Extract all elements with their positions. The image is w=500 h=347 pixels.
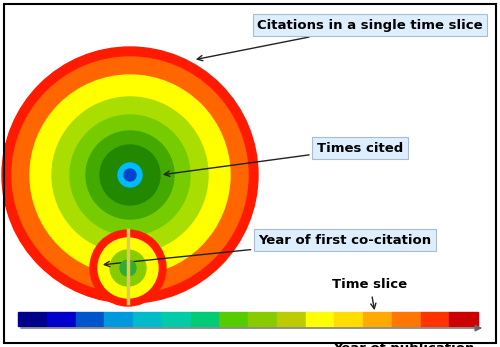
Bar	[392, 312, 420, 326]
Circle shape	[70, 115, 190, 235]
Bar	[133, 312, 162, 326]
Text: Citations in a single time slice: Citations in a single time slice	[197, 18, 483, 61]
Bar	[420, 312, 449, 326]
Circle shape	[12, 57, 248, 293]
Bar	[76, 312, 104, 326]
Circle shape	[100, 145, 160, 205]
Bar	[248, 312, 277, 326]
Bar	[449, 312, 478, 326]
Bar	[104, 312, 133, 326]
Bar	[162, 312, 190, 326]
Circle shape	[118, 163, 142, 187]
Bar	[334, 312, 363, 326]
Bar	[219, 312, 248, 326]
Circle shape	[90, 230, 166, 306]
Circle shape	[52, 97, 208, 253]
Bar	[18, 312, 47, 326]
Bar	[306, 312, 334, 326]
Circle shape	[98, 238, 158, 298]
Bar	[363, 312, 392, 326]
Circle shape	[30, 75, 230, 275]
Text: Year of publication: Year of publication	[334, 342, 475, 347]
Bar	[47, 312, 76, 326]
Bar	[190, 312, 219, 326]
Circle shape	[110, 250, 146, 286]
Circle shape	[120, 260, 136, 276]
Text: Times cited: Times cited	[164, 142, 403, 176]
Circle shape	[124, 169, 136, 181]
Circle shape	[2, 47, 258, 303]
Text: Year of first co-citation: Year of first co-citation	[104, 234, 432, 266]
Text: Time slice: Time slice	[332, 279, 407, 309]
Circle shape	[86, 131, 174, 219]
Bar	[277, 312, 306, 326]
